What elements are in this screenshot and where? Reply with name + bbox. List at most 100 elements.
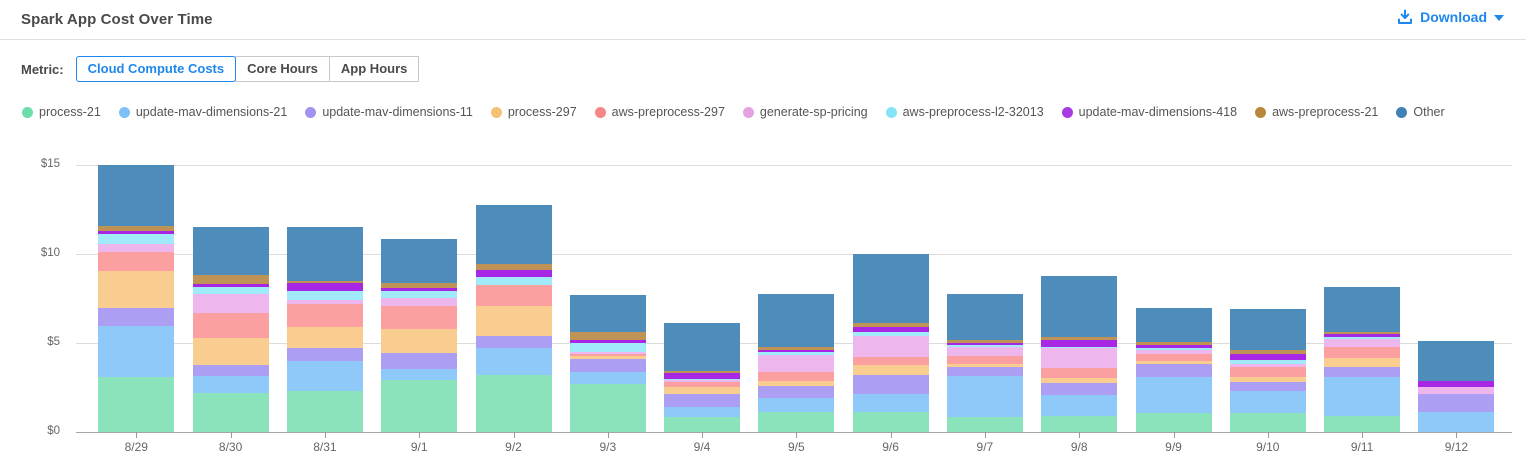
- bar-segment-aws-preprocess-21[interactable]: [1229, 350, 1306, 354]
- bar-segment-aws-preprocess-21[interactable]: [758, 346, 835, 351]
- bar-segment-update-mav-dimensions-418[interactable]: [98, 230, 175, 235]
- bar-segment-Other[interactable]: [664, 322, 740, 371]
- bar-segment-Other[interactable]: [946, 294, 1023, 341]
- bar-segment-aws-preprocess-21[interactable]: [664, 370, 740, 374]
- bar-segment-update-mav-dimensions-11[interactable]: [1041, 383, 1118, 395]
- bar-segment-process-297[interactable]: [758, 381, 835, 386]
- bar-segment-process-297[interactable]: [1324, 358, 1401, 368]
- bar-segment-aws-preprocess-297[interactable]: [1041, 367, 1118, 378]
- bar-segment-aws-preprocess-l2-32013[interactable]: [569, 343, 646, 352]
- bar-segment-update-mav-dimensions-21[interactable]: [475, 348, 552, 376]
- bar-segment-generate-sp-pricing[interactable]: [569, 351, 646, 354]
- bar-segment-generate-sp-pricing[interactable]: [664, 380, 740, 383]
- bar-segment-aws-preprocess-l2-32013[interactable]: [758, 351, 835, 355]
- bar-segment-generate-sp-pricing[interactable]: [946, 346, 1023, 357]
- bar-segment-aws-preprocess-297[interactable]: [475, 285, 552, 306]
- bar-segment-aws-preprocess-l2-32013[interactable]: [98, 234, 175, 245]
- bar-segment-generate-sp-pricing[interactable]: [852, 335, 929, 358]
- bar-segment-process-21[interactable]: [569, 383, 646, 432]
- bar-segment-update-mav-dimensions-21[interactable]: [946, 375, 1023, 417]
- bar-segment-update-mav-dimensions-418[interactable]: [1324, 334, 1401, 337]
- bar-segment-process-297[interactable]: [475, 305, 552, 336]
- bar-segment-process-21[interactable]: [286, 391, 363, 432]
- bar-segment-update-mav-dimensions-11[interactable]: [475, 335, 552, 349]
- bar-segment-update-mav-dimensions-11[interactable]: [664, 393, 740, 408]
- bar-segment-aws-preprocess-21[interactable]: [946, 340, 1023, 344]
- bar-segment-Other[interactable]: [1229, 309, 1306, 351]
- bar-segment-update-mav-dimensions-418[interactable]: [946, 343, 1023, 345]
- bar-segment-update-mav-dimensions-418[interactable]: [381, 287, 458, 291]
- bar-segment-process-21[interactable]: [475, 375, 552, 432]
- bar-segment-Other[interactable]: [192, 227, 269, 275]
- legend-item-process-297[interactable]: process-297: [490, 105, 577, 119]
- bar-segment-aws-preprocess-21[interactable]: [1324, 331, 1401, 335]
- bar-segment-aws-preprocess-21[interactable]: [852, 323, 929, 328]
- bar-segment-process-297[interactable]: [286, 327, 363, 349]
- bar-segment-process-297[interactable]: [381, 328, 458, 353]
- bar-segment-aws-preprocess-l2-32013[interactable]: [852, 332, 929, 336]
- bar-segment-aws-preprocess-l2-32013[interactable]: [192, 286, 269, 295]
- bar-segment-process-21[interactable]: [1041, 415, 1118, 432]
- bar-segment-generate-sp-pricing[interactable]: [192, 294, 269, 313]
- bar-segment-process-21[interactable]: [1135, 413, 1212, 432]
- bar-segment-Other[interactable]: [381, 238, 458, 283]
- bar-segment-update-mav-dimensions-21[interactable]: [1041, 394, 1118, 416]
- bar-segment-generate-sp-pricing[interactable]: [98, 244, 175, 253]
- bar-segment-generate-sp-pricing[interactable]: [1041, 348, 1118, 368]
- bar-segment-process-297[interactable]: [946, 363, 1023, 368]
- bar-segment-update-mav-dimensions-11[interactable]: [569, 359, 646, 373]
- bar-segment-aws-preprocess-297[interactable]: [852, 357, 929, 366]
- bar-segment-process-297[interactable]: [1229, 376, 1306, 383]
- bar-segment-generate-sp-pricing[interactable]: [286, 300, 363, 304]
- bar-segment-aws-preprocess-l2-32013[interactable]: [946, 344, 1023, 347]
- bar-segment-process-297[interactable]: [1041, 377, 1118, 384]
- bar-segment-aws-preprocess-21[interactable]: [1041, 336, 1118, 341]
- bar-segment-process-21[interactable]: [98, 376, 175, 432]
- bar-segment-Other[interactable]: [569, 295, 646, 333]
- bar-segment-update-mav-dimensions-21[interactable]: [664, 407, 740, 417]
- bar-segment-Other[interactable]: [1135, 307, 1212, 343]
- bar-segment-update-mav-dimensions-418[interactable]: [1229, 353, 1306, 360]
- bar-segment-aws-preprocess-l2-32013[interactable]: [1041, 346, 1118, 349]
- metric-button-app-hours[interactable]: App Hours: [328, 56, 420, 82]
- bar-segment-aws-preprocess-l2-32013[interactable]: [381, 290, 458, 298]
- legend-item-update-mav-dimensions-418[interactable]: update-mav-dimensions-418: [1061, 105, 1237, 119]
- bar-segment-process-297[interactable]: [852, 365, 929, 376]
- bar-segment-update-mav-dimensions-11[interactable]: [758, 385, 835, 399]
- bar-segment-generate-sp-pricing[interactable]: [1229, 363, 1306, 368]
- bar-segment-update-mav-dimensions-418[interactable]: [286, 283, 363, 292]
- bar-segment-update-mav-dimensions-418[interactable]: [1418, 381, 1495, 387]
- bar-segment-update-mav-dimensions-11[interactable]: [286, 348, 363, 361]
- bar-segment-generate-sp-pricing[interactable]: [758, 354, 835, 372]
- bar-segment-generate-sp-pricing[interactable]: [1418, 386, 1495, 394]
- bar-segment-update-mav-dimensions-418[interactable]: [569, 340, 646, 344]
- bar-segment-update-mav-dimensions-11[interactable]: [1418, 393, 1495, 412]
- bar-segment-generate-sp-pricing[interactable]: [1135, 350, 1212, 354]
- legend-item-aws-preprocess-21[interactable]: aws-preprocess-21: [1255, 105, 1378, 119]
- bar-segment-update-mav-dimensions-21[interactable]: [758, 398, 835, 413]
- bar-segment-aws-preprocess-297[interactable]: [758, 371, 835, 382]
- bar-segment-update-mav-dimensions-21[interactable]: [569, 372, 646, 384]
- bar-segment-update-mav-dimensions-21[interactable]: [1418, 411, 1495, 432]
- bar-segment-aws-preprocess-l2-32013[interactable]: [475, 277, 552, 286]
- bar-segment-update-mav-dimensions-418[interactable]: [664, 373, 740, 379]
- bar-segment-aws-preprocess-297[interactable]: [1229, 367, 1306, 377]
- bar-segment-update-mav-dimensions-418[interactable]: [192, 284, 269, 287]
- legend-item-aws-preprocess-l2-32013[interactable]: aws-preprocess-l2-32013: [885, 105, 1044, 119]
- bar-segment-update-mav-dimensions-21[interactable]: [381, 368, 458, 381]
- bar-segment-update-mav-dimensions-21[interactable]: [286, 360, 363, 392]
- bar-segment-update-mav-dimensions-21[interactable]: [192, 375, 269, 393]
- bar-segment-Other[interactable]: [1418, 341, 1495, 382]
- bar-segment-update-mav-dimensions-418[interactable]: [1041, 340, 1118, 347]
- bar-segment-update-mav-dimensions-21[interactable]: [1324, 376, 1401, 416]
- bar-segment-process-297[interactable]: [192, 337, 269, 366]
- bar-segment-Other[interactable]: [758, 294, 835, 347]
- bar-segment-aws-preprocess-297[interactable]: [1324, 347, 1401, 359]
- bar-segment-aws-preprocess-297[interactable]: [98, 252, 175, 271]
- bar-segment-update-mav-dimensions-11[interactable]: [192, 365, 269, 376]
- bar-segment-aws-preprocess-297[interactable]: [192, 312, 269, 338]
- bar-segment-generate-sp-pricing[interactable]: [381, 297, 458, 306]
- bar-segment-Other[interactable]: [286, 227, 363, 281]
- bar-segment-update-mav-dimensions-11[interactable]: [381, 352, 458, 369]
- bar-segment-Other[interactable]: [475, 205, 552, 264]
